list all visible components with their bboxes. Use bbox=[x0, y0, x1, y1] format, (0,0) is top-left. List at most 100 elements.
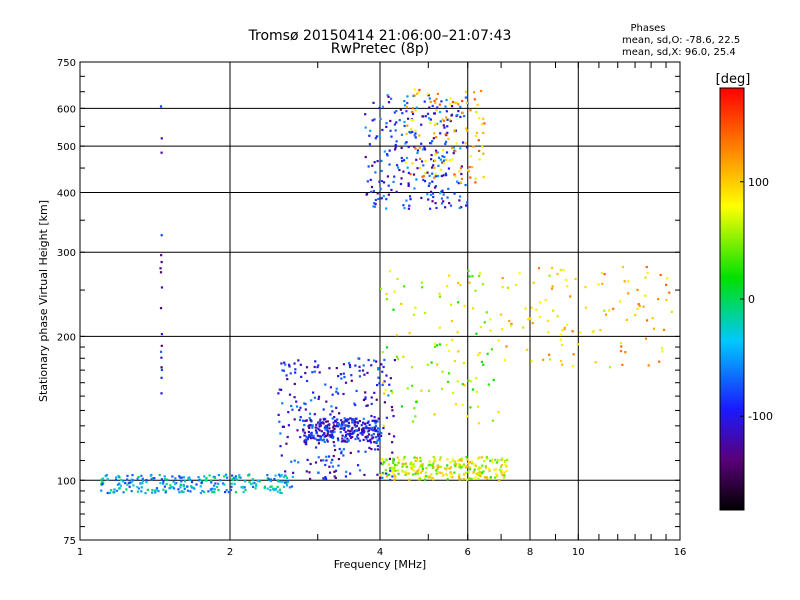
data-point bbox=[433, 159, 437, 162]
data-point bbox=[310, 431, 313, 434]
data-point bbox=[382, 424, 385, 427]
data-point bbox=[243, 486, 246, 489]
data-point bbox=[427, 94, 430, 97]
data-point bbox=[433, 345, 437, 348]
data-point bbox=[453, 463, 456, 466]
data-point bbox=[446, 196, 449, 199]
data-point bbox=[462, 473, 466, 476]
data-point bbox=[241, 485, 244, 488]
data-point bbox=[483, 459, 486, 463]
data-point bbox=[368, 446, 371, 449]
data-point bbox=[115, 489, 119, 492]
data-point bbox=[362, 431, 365, 434]
data-point bbox=[449, 97, 452, 100]
data-point bbox=[159, 307, 163, 310]
chart-title: Tromsø 20150414 21:06:00–21:07:43 bbox=[248, 28, 512, 44]
data-point bbox=[466, 478, 469, 481]
data-point bbox=[448, 202, 451, 205]
phase-stats-heading: Phases bbox=[630, 23, 665, 34]
data-point bbox=[348, 362, 351, 365]
data-point bbox=[449, 119, 452, 123]
data-point bbox=[126, 483, 129, 486]
data-point bbox=[402, 463, 405, 466]
data-point bbox=[396, 456, 399, 459]
data-point bbox=[374, 198, 377, 202]
data-point bbox=[402, 470, 405, 473]
data-point bbox=[571, 330, 574, 333]
data-point bbox=[342, 454, 345, 457]
data-point bbox=[388, 163, 391, 166]
data-point bbox=[332, 429, 335, 432]
data-point bbox=[375, 135, 378, 138]
data-point bbox=[357, 427, 361, 430]
data-point bbox=[362, 417, 365, 420]
data-point bbox=[158, 473, 161, 477]
data-point bbox=[411, 420, 415, 423]
data-point bbox=[369, 178, 372, 181]
data-point bbox=[371, 164, 374, 167]
data-point bbox=[234, 491, 238, 494]
data-point bbox=[370, 434, 373, 437]
data-point bbox=[339, 373, 342, 376]
data-point bbox=[326, 420, 329, 423]
data-point bbox=[498, 468, 502, 471]
data-point bbox=[460, 206, 463, 209]
data-point bbox=[418, 88, 421, 92]
data-point bbox=[597, 283, 600, 286]
data-point bbox=[420, 389, 423, 392]
data-point bbox=[291, 475, 294, 478]
data-point bbox=[433, 132, 436, 135]
data-point bbox=[442, 159, 446, 162]
data-point bbox=[388, 432, 391, 435]
data-point bbox=[665, 298, 668, 302]
data-point bbox=[385, 198, 388, 201]
data-point bbox=[464, 471, 467, 474]
data-point bbox=[432, 466, 435, 469]
data-point bbox=[293, 418, 296, 421]
data-point bbox=[392, 461, 395, 464]
data-point bbox=[465, 415, 469, 418]
data-point bbox=[217, 482, 220, 485]
data-point bbox=[280, 473, 283, 477]
data-point bbox=[279, 491, 282, 494]
data-point bbox=[438, 458, 442, 461]
data-point bbox=[179, 476, 182, 479]
data-point bbox=[411, 162, 414, 165]
data-point bbox=[331, 410, 334, 413]
data-point bbox=[272, 487, 275, 490]
data-point bbox=[487, 383, 490, 386]
data-point bbox=[437, 164, 440, 167]
data-point bbox=[287, 411, 290, 414]
data-point bbox=[559, 333, 563, 337]
data-point bbox=[316, 434, 319, 437]
data-point bbox=[400, 405, 404, 408]
data-point bbox=[473, 468, 476, 471]
data-point bbox=[132, 484, 135, 487]
data-point bbox=[370, 447, 373, 451]
data-point bbox=[505, 345, 508, 348]
data-point bbox=[381, 370, 384, 373]
data-point bbox=[637, 303, 640, 306]
data-point bbox=[328, 367, 331, 370]
data-point bbox=[634, 313, 637, 317]
data-point bbox=[403, 104, 407, 107]
data-point bbox=[376, 448, 380, 451]
data-point bbox=[310, 434, 313, 437]
data-point bbox=[442, 200, 445, 203]
data-point bbox=[433, 186, 437, 189]
data-point bbox=[177, 488, 180, 491]
data-point bbox=[486, 352, 489, 355]
data-point bbox=[101, 480, 104, 484]
data-point bbox=[421, 469, 424, 473]
data-point bbox=[457, 301, 460, 304]
data-point bbox=[379, 476, 382, 480]
data-point bbox=[344, 430, 347, 434]
data-point bbox=[561, 329, 564, 332]
data-point bbox=[314, 461, 318, 464]
data-point bbox=[254, 487, 257, 490]
data-point bbox=[347, 439, 350, 443]
data-point bbox=[385, 416, 388, 419]
data-point bbox=[280, 362, 283, 365]
data-point bbox=[452, 458, 455, 461]
data-point bbox=[333, 470, 336, 473]
